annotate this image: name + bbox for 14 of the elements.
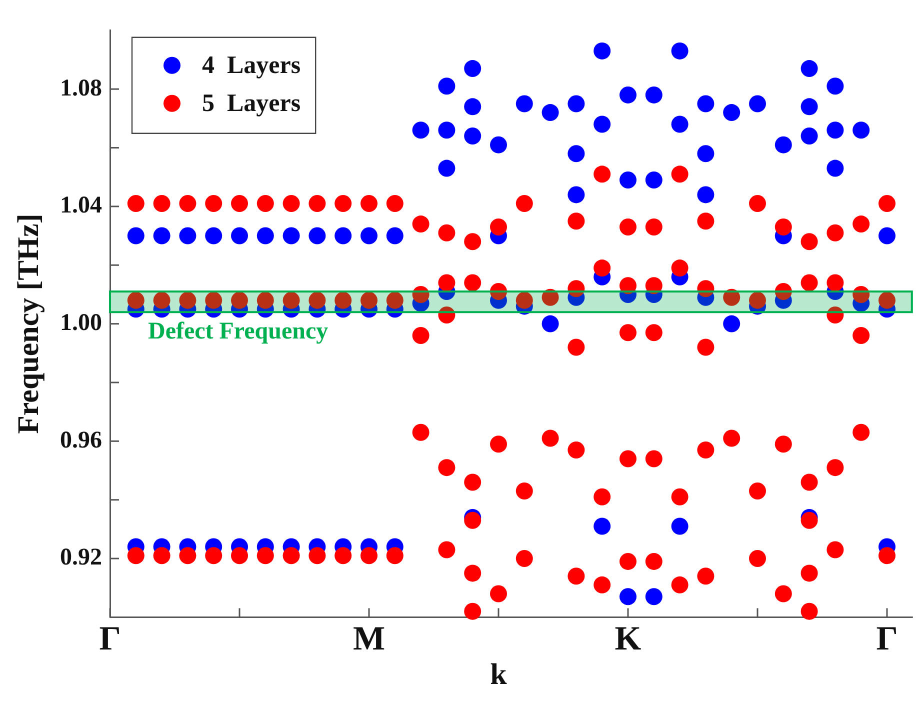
y-tick-label: 0.96 <box>60 427 102 454</box>
legend-label: 5 Layers <box>202 90 301 117</box>
band-label: Defect Frequency <box>148 318 328 344</box>
y-tick-label: 1.00 <box>60 310 102 336</box>
x-tick-label: Γ <box>876 620 898 658</box>
legend-label: 4 Layers <box>202 52 301 79</box>
y-tick-label: 0.92 <box>60 544 102 571</box>
y-tick-label: 1.04 <box>60 192 102 219</box>
x-axis-title: k <box>490 658 508 691</box>
y-axis-title: Frequency [THz] <box>12 214 45 434</box>
x-tick-label: M <box>352 620 386 658</box>
y-tick-label: 1.08 <box>60 75 102 102</box>
x-tick-label: Γ <box>99 620 121 658</box>
x-tick-label: K <box>614 620 642 658</box>
